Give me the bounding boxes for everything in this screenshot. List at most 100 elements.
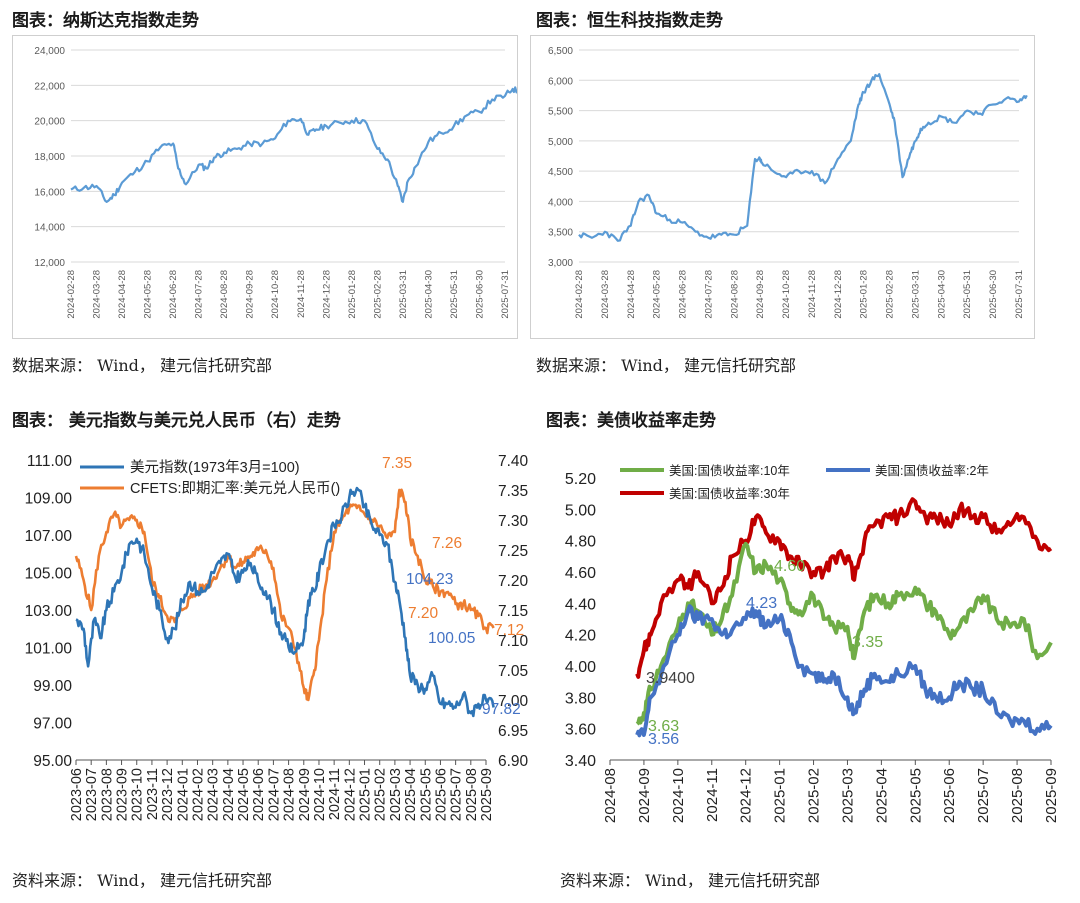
legend-label-2y: 美国:国债收益率:2年 [875, 463, 989, 478]
x-tick-label: 2025-07 [449, 768, 465, 821]
x-tick-label: 2025-01 [772, 768, 789, 823]
y-tick-label: 4.20 [565, 628, 596, 645]
x-tick-label: 2024-07-28 [194, 270, 205, 319]
data-label: 7.20 [408, 605, 439, 622]
y-right-tick-label: 7.35 [498, 483, 528, 500]
hstech-source: 数据来源： Wind， 建元信托研究部 [536, 356, 797, 375]
x-tick-label: 2024-05-28 [143, 270, 154, 319]
y-tick-label: 4.80 [565, 534, 596, 551]
usd-cny-source: 资料来源： Wind， 建元信托研究部 [12, 871, 273, 890]
x-tick-label: 2024-08 [602, 768, 619, 823]
y-right-tick-label: 7.15 [498, 603, 528, 620]
y-tick-label: 3.60 [565, 722, 596, 739]
x-tick-label: 2024-09 [636, 768, 653, 823]
x-tick-label: 2025-07 [975, 768, 992, 823]
x-tick-label: 2025-07-31 [500, 270, 511, 319]
y-left-tick-label: 111.00 [27, 453, 72, 470]
x-tick-label: 2025-04 [873, 768, 890, 823]
y-left-tick-label: 97.00 [33, 716, 72, 733]
x-tick-label: 2023-12 [160, 768, 176, 821]
data-label: 104.23 [406, 571, 453, 588]
hstech-chart-svg: 3,000 3,500 4,000 4,500 5,000 5,500 6,000 6,500… [548, 46, 1028, 319]
y-right-tick-label: 7.40 [498, 453, 529, 470]
data-label: 3.63 [648, 718, 679, 735]
x-tick-label: 2025-04-30 [423, 270, 434, 319]
x-tick-label: 2024-12 [342, 768, 358, 821]
x-tick-label: 2025-09 [479, 768, 495, 821]
x-tick-label: 2025-01-28 [859, 270, 870, 319]
data-label: 7.35 [382, 455, 412, 472]
series-line-0 [578, 73, 1028, 242]
y-tick-label: 12,000 [34, 258, 65, 269]
legend-label-30y: 美国:国债收益率:30年 [669, 486, 790, 501]
y-tick-label: 3,500 [548, 228, 573, 239]
x-tick-label: 2025-09 [1043, 768, 1060, 823]
x-tick-label: 2025-05 [418, 768, 434, 821]
y-tick-label: 5.00 [565, 502, 596, 519]
x-tick-label: 2025-06-30 [988, 270, 999, 319]
x-tick-label: 2024-11 [704, 768, 721, 822]
x-tick-label: 2024-08 [282, 768, 298, 821]
x-tick-label: 2024-07-28 [703, 270, 714, 319]
x-tick-label: 2023-07 [84, 768, 100, 821]
y-right-tick-label: 7.05 [498, 663, 528, 680]
nasdaq-chart: 12,000 14,000 16,000 18,000 20,000 22,000 24,0… [12, 35, 518, 339]
x-tick-label: 2025-06-30 [474, 270, 485, 319]
x-tick-label: 2024-10-28 [781, 270, 792, 319]
x-tick-label: 2024-01 [175, 768, 191, 821]
y-right-tick-label: 7.20 [498, 573, 529, 590]
x-tick-label: 2024-02-28 [574, 270, 585, 319]
data-label: 97.82 [482, 701, 521, 718]
usd-cny-chart-svg: 95.00 97.00 99.00 101.00 103.00 105.00 107.00 1… [25, 453, 529, 821]
x-tick-label: 2024-05-28 [652, 270, 663, 319]
x-tick-label: 2024-02 [190, 768, 206, 821]
y-left-tick-label: 105.00 [25, 566, 73, 583]
ust-source: 资料来源： Wind， 建元信托研究部 [560, 871, 821, 890]
x-tick-label: 2023-11 [145, 768, 161, 820]
x-tick-label: 2024-11-28 [296, 270, 307, 318]
x-tick-label: 2024-05 [236, 768, 252, 821]
legend-label-10y: 美国:国债收益率:10年 [669, 463, 790, 478]
x-tick-label: 2024-03 [206, 768, 222, 821]
y-tick-label: 16,000 [34, 187, 65, 198]
y-tick-label: 5,000 [548, 137, 573, 148]
x-tick-label: 2024-12 [738, 768, 755, 823]
x-tick-label: 2024-06-28 [168, 270, 179, 319]
x-tick-label: 2024-10 [670, 768, 687, 823]
y-tick-label: 6,500 [548, 46, 573, 57]
y-left-tick-label: 107.00 [25, 528, 73, 545]
nasdaq-chart-title: 图表：纳斯达克指数走势 [12, 11, 199, 31]
x-tick-label: 2025-02 [806, 768, 823, 823]
x-tick-label: 2025-06 [433, 768, 449, 821]
series-line-2 [635, 497, 1053, 679]
ust-chart-title: 图表：美债收益率走势 [546, 411, 716, 431]
data-label: 4.23 [746, 595, 777, 612]
y-left-tick-label: 101.00 [25, 641, 73, 658]
x-tick-label: 2024-10 [312, 768, 328, 821]
ust-chart: 3.40 3.60 3.80 4.00 4.20 4.40 4.60 4.80 5.00 5.20… [548, 440, 1074, 845]
y-tick-label: 4.60 [565, 565, 596, 582]
y-tick-label: 18,000 [34, 152, 65, 163]
y-right-tick-label: 7.00 [498, 693, 529, 710]
usd-cny-chart: 95.00 97.00 99.00 101.00 103.00 105.00 107.00 1… [10, 440, 536, 845]
x-tick-label: 2024-03-28 [600, 270, 611, 319]
series-line-cny [74, 488, 495, 702]
x-tick-label: 2024-06-28 [678, 270, 689, 319]
y-tick-label: 3.40 [565, 753, 596, 770]
x-tick-label: 2024-04-28 [626, 270, 637, 319]
y-tick-label: 6,000 [548, 76, 573, 87]
y-tick-label: 5,500 [548, 107, 573, 118]
data-label: 7.12 [494, 622, 524, 639]
x-tick-label: 2024-09-28 [245, 270, 256, 319]
x-tick-label: 2025-02 [373, 768, 389, 821]
y-right-tick-label: 7.10 [498, 633, 529, 650]
x-tick-label: 2024-08-28 [219, 270, 230, 319]
hstech-chart: 3,000 3,500 4,000 4,500 5,000 5,500 6,000 6,500… [530, 35, 1035, 339]
y-tick-label: 3.80 [565, 690, 596, 707]
x-tick-label: 2025-02-28 [885, 270, 896, 319]
x-tick-label: 2025-04-30 [936, 270, 947, 319]
x-tick-label: 2025-03 [388, 768, 404, 821]
x-tick-label: 2024-10-28 [270, 270, 281, 319]
series-line-dxy [75, 486, 495, 718]
x-tick-label: 2024-04 [221, 768, 237, 821]
